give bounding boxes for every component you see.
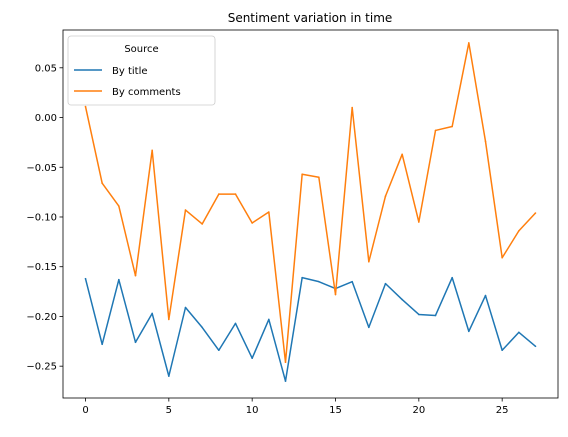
data-point	[334, 293, 337, 296]
data-point	[451, 276, 453, 279]
data-point	[151, 312, 153, 315]
data-point	[84, 277, 87, 280]
data-point	[368, 260, 370, 263]
data-point	[451, 125, 453, 128]
data-point	[434, 314, 437, 317]
data-point	[101, 182, 103, 184]
data-point	[201, 326, 203, 329]
data-point	[418, 313, 420, 316]
x-tick-label: 10	[246, 405, 259, 416]
data-point	[368, 326, 370, 329]
data-point	[534, 212, 537, 214]
data-point	[501, 256, 503, 259]
data-point	[184, 306, 187, 309]
data-point	[351, 280, 353, 283]
x-tick-label: 25	[496, 405, 509, 416]
data-point	[418, 221, 420, 223]
legend-title: Source	[124, 44, 158, 55]
y-tick-label: −0.10	[26, 212, 57, 223]
legend: Source By title By comments	[67, 35, 216, 106]
data-point	[168, 318, 170, 321]
x-tick-label: 15	[329, 405, 342, 416]
y-tick-label: 0.00	[35, 113, 57, 124]
data-point	[534, 345, 537, 348]
data-point	[251, 222, 253, 224]
data-point	[218, 349, 220, 352]
y-tick-label: −0.25	[26, 362, 57, 373]
data-point	[251, 357, 253, 360]
plot-frame	[62, 29, 559, 399]
plot-area	[84, 42, 537, 382]
data-point	[318, 176, 320, 178]
data-point	[201, 223, 203, 225]
y-tick-label: −0.05	[26, 163, 57, 174]
data-point	[284, 380, 287, 382]
data-point	[468, 330, 470, 333]
data-point	[118, 278, 120, 281]
data-point	[484, 294, 487, 297]
data-point	[268, 318, 270, 321]
legend-label: By title	[112, 66, 148, 77]
data-point	[234, 322, 237, 325]
data-point	[134, 341, 137, 344]
y-tick-label: −0.20	[26, 312, 57, 323]
data-point	[484, 140, 487, 143]
data-point	[118, 205, 120, 207]
data-point	[351, 106, 353, 109]
series-line-by-comments	[84, 42, 537, 363]
x-tick-label: 5	[166, 405, 172, 416]
x-tick-label: 20	[412, 405, 425, 416]
legend-label: By comments	[112, 87, 181, 98]
data-point	[268, 211, 270, 213]
data-point	[301, 173, 303, 176]
chart-title: Sentiment variation in time	[228, 11, 393, 25]
data-point	[284, 361, 287, 363]
x-tick-label: 0	[82, 405, 88, 416]
data-point	[434, 129, 437, 132]
data-point	[151, 149, 153, 152]
legend-box	[67, 35, 216, 106]
data-point	[384, 282, 387, 285]
data-point	[401, 153, 403, 156]
data-point	[184, 209, 187, 211]
data-point	[518, 230, 520, 232]
data-point	[234, 193, 237, 195]
data-point	[134, 274, 137, 277]
data-point	[218, 193, 220, 195]
data-point	[301, 276, 303, 279]
data-point	[318, 280, 320, 283]
data-point	[501, 349, 503, 352]
data-point	[401, 298, 403, 301]
data-point	[101, 343, 103, 346]
y-tick-label: 0.05	[35, 63, 57, 74]
data-point	[168, 375, 170, 377]
data-point	[468, 42, 470, 44]
series-line-by-title	[84, 276, 536, 382]
data-point	[518, 331, 520, 334]
y-tick-label: −0.15	[26, 262, 57, 273]
data-point	[384, 195, 387, 197]
data-point	[84, 105, 87, 108]
